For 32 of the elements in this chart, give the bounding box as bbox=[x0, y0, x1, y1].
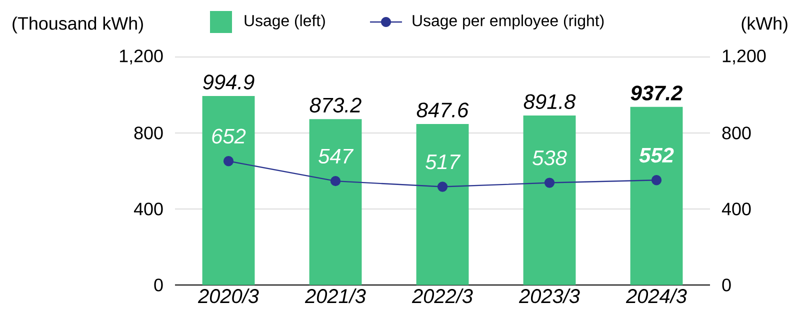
point bbox=[651, 175, 662, 186]
point bbox=[223, 156, 234, 166]
y-tick-label: 0 bbox=[154, 278, 163, 292]
x-tick-label: 2022/3 bbox=[412, 288, 473, 304]
data-label: 547 bbox=[318, 148, 354, 164]
y2-tick-label: 800 bbox=[722, 126, 751, 140]
data-label: 937.2 bbox=[630, 86, 682, 100]
point bbox=[330, 176, 341, 186]
data-label: 538 bbox=[532, 150, 567, 166]
y2-tick-label: 400 bbox=[722, 202, 751, 216]
data-label: 517 bbox=[426, 154, 461, 170]
data-label: 552 bbox=[639, 148, 674, 163]
y-tick-label: 1,200 bbox=[120, 50, 163, 64]
point bbox=[544, 178, 555, 188]
data-label: 873.2 bbox=[310, 98, 362, 113]
x-tick-label: 2024/3 bbox=[626, 288, 687, 304]
legend-label: Usage per employee (right) bbox=[412, 14, 604, 30]
data-label: 994.9 bbox=[203, 74, 254, 90]
data-label: 847.6 bbox=[416, 102, 469, 118]
point bbox=[437, 182, 448, 192]
y-axis-title: (Thousand kWh) bbox=[12, 16, 143, 34]
y-tick-label: 800 bbox=[134, 126, 163, 140]
data-label: 891.8 bbox=[524, 94, 576, 110]
y2-tick-label: 1,200 bbox=[722, 50, 766, 64]
data-label: 652 bbox=[212, 128, 246, 144]
y2-tick-label: 0 bbox=[722, 278, 731, 292]
x-tick-label: 2023/3 bbox=[518, 288, 580, 304]
x-tick-label: 2021/3 bbox=[304, 288, 366, 304]
x-tick-label: 2020/3 bbox=[198, 288, 259, 304]
y-tick-label: 400 bbox=[134, 202, 163, 216]
legend-label: Usage (left) bbox=[244, 14, 325, 30]
y2-axis-title: (kWh) bbox=[742, 16, 788, 34]
